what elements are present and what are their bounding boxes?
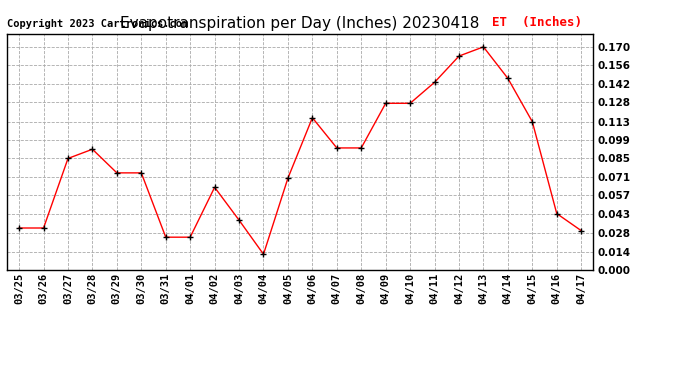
- Text: Copyright 2023 Cartronics.com: Copyright 2023 Cartronics.com: [7, 19, 188, 29]
- Text: ET  (Inches): ET (Inches): [492, 16, 582, 29]
- Title: Evapotranspiration per Day (Inches) 20230418: Evapotranspiration per Day (Inches) 2023…: [121, 16, 480, 31]
